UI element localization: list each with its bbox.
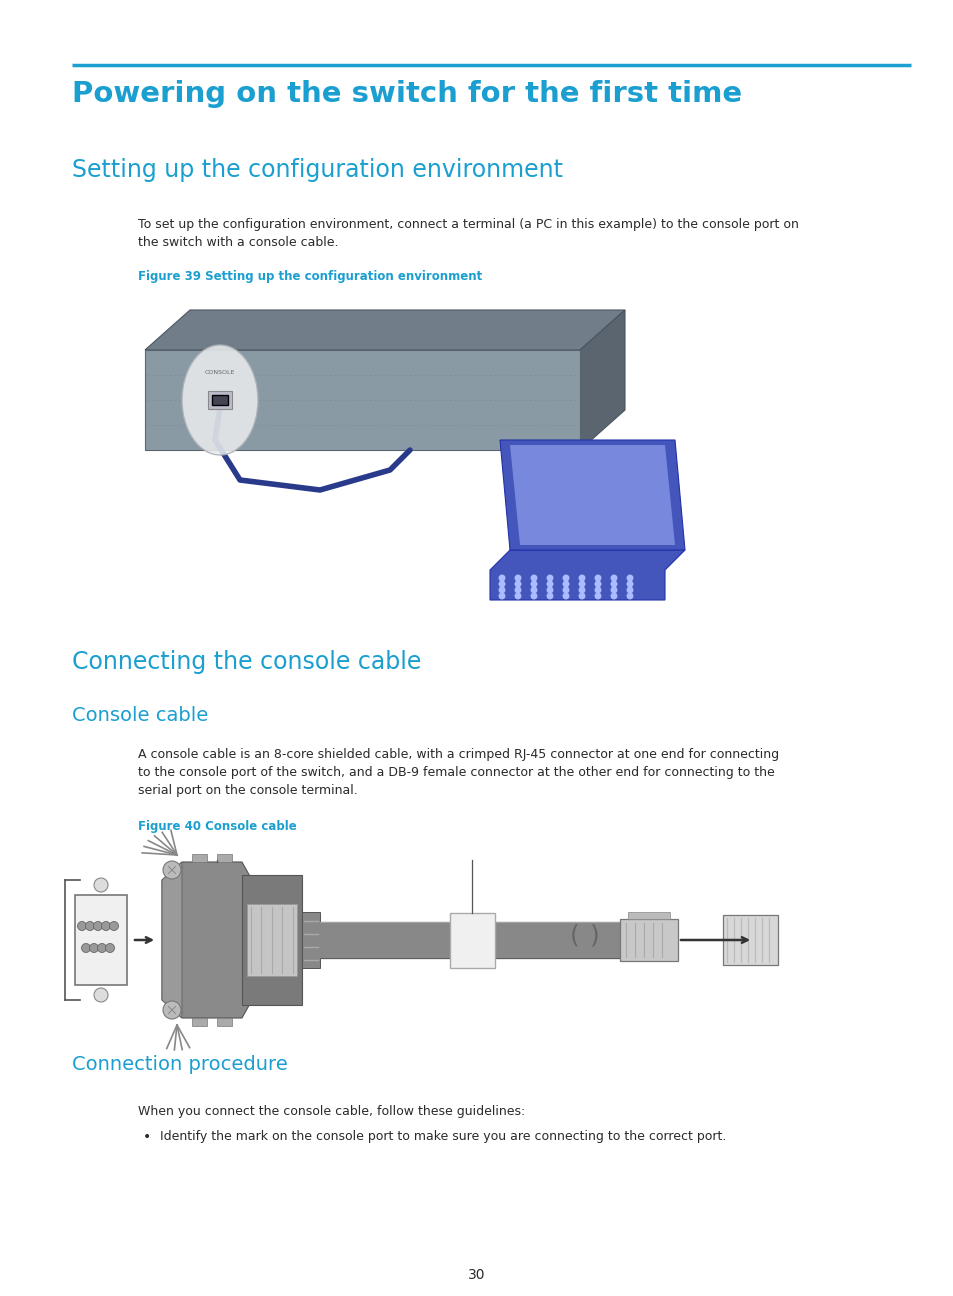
Circle shape	[514, 592, 521, 600]
Circle shape	[163, 861, 181, 879]
FancyBboxPatch shape	[722, 915, 778, 966]
Circle shape	[530, 592, 537, 600]
Circle shape	[626, 581, 633, 587]
Circle shape	[93, 921, 102, 931]
Polygon shape	[510, 445, 675, 546]
Circle shape	[546, 581, 553, 587]
FancyBboxPatch shape	[145, 350, 579, 450]
Circle shape	[90, 943, 98, 953]
FancyBboxPatch shape	[302, 912, 319, 968]
Circle shape	[610, 592, 617, 600]
FancyBboxPatch shape	[450, 912, 495, 968]
Polygon shape	[162, 862, 252, 1017]
Circle shape	[81, 943, 91, 953]
Circle shape	[594, 587, 601, 594]
Circle shape	[610, 581, 617, 587]
Polygon shape	[499, 441, 684, 550]
Circle shape	[594, 581, 601, 587]
Text: 30: 30	[468, 1267, 485, 1282]
Text: Console cable: Console cable	[71, 706, 208, 724]
Circle shape	[498, 574, 505, 582]
Text: Identify the mark on the console port to make sure you are connecting to the cor: Identify the mark on the console port to…	[160, 1130, 726, 1143]
Circle shape	[610, 574, 617, 582]
Circle shape	[546, 592, 553, 600]
FancyBboxPatch shape	[247, 905, 296, 976]
Text: •: •	[143, 1130, 152, 1144]
Circle shape	[514, 581, 521, 587]
Polygon shape	[145, 310, 624, 350]
Circle shape	[562, 581, 569, 587]
Circle shape	[86, 921, 94, 931]
Text: Figure 40 Console cable: Figure 40 Console cable	[138, 820, 296, 833]
Circle shape	[94, 988, 108, 1002]
Circle shape	[77, 921, 87, 931]
Text: (: (	[570, 923, 579, 947]
Text: CONSOLE: CONSOLE	[205, 369, 235, 375]
Circle shape	[578, 574, 585, 582]
FancyBboxPatch shape	[242, 875, 302, 1004]
Circle shape	[498, 592, 505, 600]
Text: A console cable is an 8-core shielded cable, with a crimped RJ-45 connector at o: A console cable is an 8-core shielded ca…	[138, 748, 779, 797]
Polygon shape	[162, 862, 182, 1017]
Circle shape	[163, 1001, 181, 1019]
Circle shape	[562, 574, 569, 582]
FancyBboxPatch shape	[192, 1017, 207, 1026]
FancyBboxPatch shape	[627, 912, 669, 919]
Circle shape	[626, 574, 633, 582]
Circle shape	[110, 921, 118, 931]
FancyBboxPatch shape	[619, 919, 678, 962]
FancyBboxPatch shape	[216, 1017, 232, 1026]
Text: Connecting the console cable: Connecting the console cable	[71, 651, 420, 674]
Text: Setting up the configuration environment: Setting up the configuration environment	[71, 158, 562, 181]
Circle shape	[546, 574, 553, 582]
Text: Powering on the switch for the first time: Powering on the switch for the first tim…	[71, 80, 740, 108]
FancyBboxPatch shape	[212, 395, 228, 404]
Circle shape	[514, 574, 521, 582]
Circle shape	[530, 587, 537, 594]
Circle shape	[530, 574, 537, 582]
Circle shape	[578, 581, 585, 587]
Circle shape	[514, 587, 521, 594]
Text: Figure 39 Setting up the configuration environment: Figure 39 Setting up the configuration e…	[138, 270, 482, 283]
Circle shape	[578, 592, 585, 600]
FancyBboxPatch shape	[75, 896, 127, 985]
Circle shape	[626, 587, 633, 594]
Circle shape	[498, 587, 505, 594]
Text: To set up the configuration environment, connect a terminal (a PC in this exampl: To set up the configuration environment,…	[138, 218, 799, 249]
Circle shape	[562, 587, 569, 594]
Circle shape	[530, 581, 537, 587]
Polygon shape	[579, 310, 624, 450]
Circle shape	[498, 581, 505, 587]
Circle shape	[97, 943, 107, 953]
Text: ): )	[590, 923, 599, 947]
Circle shape	[594, 592, 601, 600]
Circle shape	[94, 877, 108, 892]
Circle shape	[610, 587, 617, 594]
FancyBboxPatch shape	[192, 854, 207, 862]
Circle shape	[106, 943, 114, 953]
Text: Connection procedure: Connection procedure	[71, 1055, 287, 1074]
FancyBboxPatch shape	[208, 391, 232, 410]
Circle shape	[578, 587, 585, 594]
Circle shape	[626, 592, 633, 600]
Circle shape	[594, 574, 601, 582]
Polygon shape	[490, 550, 684, 600]
Ellipse shape	[182, 345, 257, 455]
FancyBboxPatch shape	[216, 854, 232, 862]
Circle shape	[546, 587, 553, 594]
Text: When you connect the console cable, follow these guidelines:: When you connect the console cable, foll…	[138, 1105, 525, 1118]
Circle shape	[101, 921, 111, 931]
Circle shape	[562, 592, 569, 600]
